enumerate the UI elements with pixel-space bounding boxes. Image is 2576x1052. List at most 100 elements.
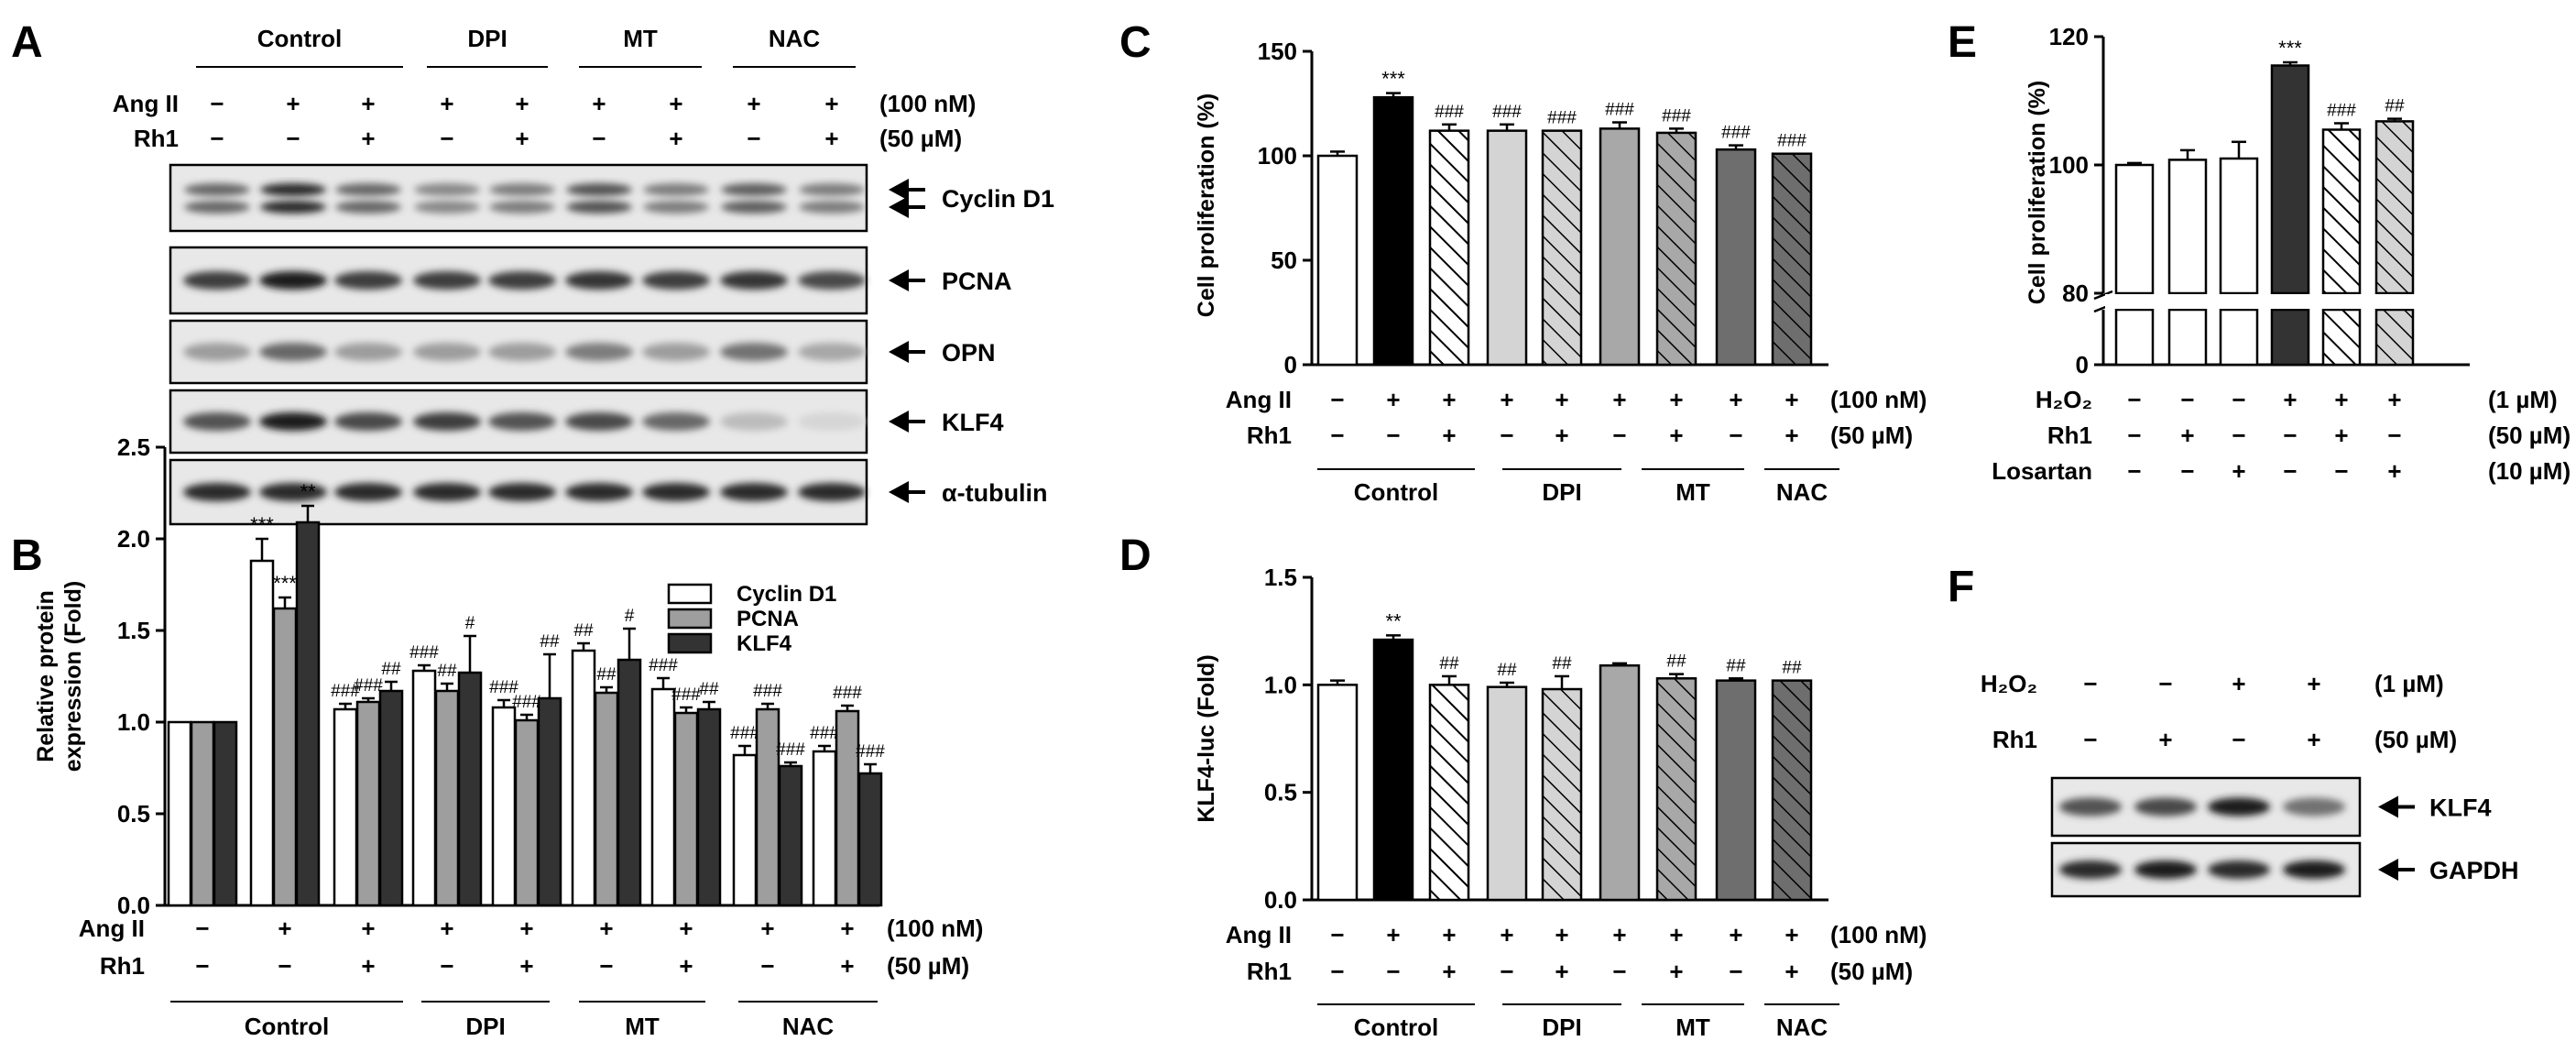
bar-4 xyxy=(1486,129,1528,367)
band xyxy=(183,343,251,361)
sig-mark: ### xyxy=(1662,106,1691,126)
panel-c-row-rh1-sign-9: + xyxy=(1785,422,1798,449)
band xyxy=(565,483,633,501)
bar-2 xyxy=(1372,638,1414,902)
panel-c-y-tick-label-4: 150 xyxy=(1258,38,1297,65)
band xyxy=(798,483,866,501)
blot-klf4 xyxy=(169,389,868,455)
band-lower xyxy=(335,201,401,214)
bar-klf4-7 xyxy=(696,707,722,907)
sig-mark: *** xyxy=(2278,37,2302,60)
bar-klf4-8 xyxy=(778,764,803,907)
panel-c-row-angii-sign-3: + xyxy=(1442,386,1456,413)
sig-mark: ### xyxy=(512,693,541,712)
panel-e-row-2-sign-6: − xyxy=(2387,422,2401,449)
panel-e-row-3-sign-5: − xyxy=(2334,457,2348,485)
band xyxy=(259,343,327,361)
panel-e-y-label: Cell proliferation (%) xyxy=(2025,81,2050,304)
bar-pcna-9 xyxy=(835,709,860,907)
panel-d-row-rh1-sign-6: − xyxy=(1612,958,1626,985)
sig-mark: ### xyxy=(354,676,383,696)
panel-f-row-2-label: Rh1 xyxy=(1992,726,2037,753)
bar-cyclind1-9 xyxy=(812,750,837,907)
panel-c-row-angii-sign-4: + xyxy=(1500,386,1513,413)
bar-2 xyxy=(1372,95,1414,367)
panel-b-group-label-1: Control xyxy=(245,1013,329,1040)
legend-swatch-2 xyxy=(667,608,713,630)
panel-a-row-rh1-sign-7: + xyxy=(669,125,682,152)
sig-mark: ### xyxy=(1605,101,1634,120)
panel-d-row-rh1-sign-7: + xyxy=(1669,958,1683,985)
bar-1 xyxy=(1316,154,1359,367)
panel-a-row-rh1-sign-5: + xyxy=(515,125,529,152)
panel-a-row-angii-sign-1: − xyxy=(210,90,224,117)
panel-c: C 0 50 100 150 Cell proliferation (%) *** ### #… xyxy=(1119,18,1927,506)
panel-f-row-2-sign-2: + xyxy=(2158,726,2172,753)
arrow-head xyxy=(889,179,909,201)
legend-swatch-1 xyxy=(667,583,713,605)
band xyxy=(642,412,710,431)
bar-cyclind1-7 xyxy=(650,687,676,907)
panel-d-y-tick-label-1: 0.0 xyxy=(1264,886,1297,914)
panel-b-row-angii-sign-9: + xyxy=(840,915,854,942)
panel-e-row-1-sign-6: + xyxy=(2387,386,2401,413)
arrow-head xyxy=(2378,859,2398,881)
panel-e-row-2-label: Rh1 xyxy=(2047,422,2092,449)
sig-mark: ### xyxy=(856,742,885,762)
protein-label-klf4: KLF4 xyxy=(2429,794,2492,822)
arrow-gapdh xyxy=(2378,859,2415,881)
panel-b-letter: B xyxy=(11,531,43,580)
band-lower xyxy=(643,201,709,214)
panel-a-row-angii-sign-3: + xyxy=(361,90,375,117)
panel-d-y-tick-label-4: 1.5 xyxy=(1264,564,1297,591)
panel-c-group-label-4: NAC xyxy=(1776,478,1828,506)
panel-b-row-rh1-sign-8: − xyxy=(760,952,774,980)
band xyxy=(183,483,251,501)
panel-d-row-rh1-sign-2: − xyxy=(1386,958,1400,985)
panel-b-y-label: Relative proteinexpression (Fold) xyxy=(33,581,86,772)
arrow-1 xyxy=(889,269,925,291)
panel-a-group-label-3: MT xyxy=(623,25,658,52)
panel-a-row-rh1-unit: (50 µM) xyxy=(879,125,962,152)
panel-d-y-label: KLF4-luc (Fold) xyxy=(1194,654,1219,822)
band xyxy=(642,343,710,361)
bar-8 xyxy=(1715,679,1757,902)
band xyxy=(720,343,788,361)
protein-label-5: α-tubulin xyxy=(942,479,1048,507)
bar-7 xyxy=(1655,131,1697,367)
panel-a-group-label-1: Control xyxy=(257,25,342,52)
bar-6-lower xyxy=(2374,308,2415,367)
panel-d-row-angii-unit: (100 nM) xyxy=(1830,921,1927,948)
sig-mark: ### xyxy=(409,643,439,663)
band xyxy=(720,483,788,501)
arrow-head xyxy=(889,341,909,363)
arrow-cyclin-upper xyxy=(889,179,925,201)
sig-mark: ### xyxy=(671,685,701,705)
sig-mark: ** xyxy=(300,480,316,503)
sig-mark: # xyxy=(625,607,635,626)
panel-e-row-3-sign-1: − xyxy=(2127,457,2141,485)
panel-b-row-angii-sign-1: − xyxy=(195,915,209,942)
bar-5-upper xyxy=(2321,128,2362,295)
protein-label-1: Cyclin D1 xyxy=(942,185,1054,213)
panel-a: A Control DPI MT NAC Ang II − + + + + + + + + (100 nM)… xyxy=(11,18,1054,526)
panel-d-row-angii-sign-2: + xyxy=(1386,921,1400,948)
panel-f-row-2-sign-4: + xyxy=(2307,726,2320,753)
panel-a-row-angii-sign-8: + xyxy=(747,90,760,117)
panel-d-row-rh1-sign-4: − xyxy=(1500,958,1513,985)
panel-b-y-tick-label-6: 2.5 xyxy=(117,433,150,461)
panel-d-row-angii-sign-7: + xyxy=(1669,921,1683,948)
panel-c-row-rh1-sign-1: − xyxy=(1330,422,1344,449)
panel-e-row-2-sign-4: − xyxy=(2283,422,2297,449)
panel-c-row-rh1-sign-3: + xyxy=(1442,422,1456,449)
sig-mark: ### xyxy=(776,740,805,760)
panel-e-row-2-sign-1: − xyxy=(2127,422,2141,449)
panel-a-row-angii-sign-5: + xyxy=(515,90,529,117)
band xyxy=(488,271,556,290)
bar-pcna-2 xyxy=(272,607,298,907)
bar-pcna-1 xyxy=(190,720,215,907)
sig-mark: ## xyxy=(437,662,457,681)
band-upper xyxy=(184,183,250,196)
panel-c-y-tick-label-1: 0 xyxy=(1284,351,1297,378)
panel-f-row-1-sign-4: + xyxy=(2307,670,2320,697)
